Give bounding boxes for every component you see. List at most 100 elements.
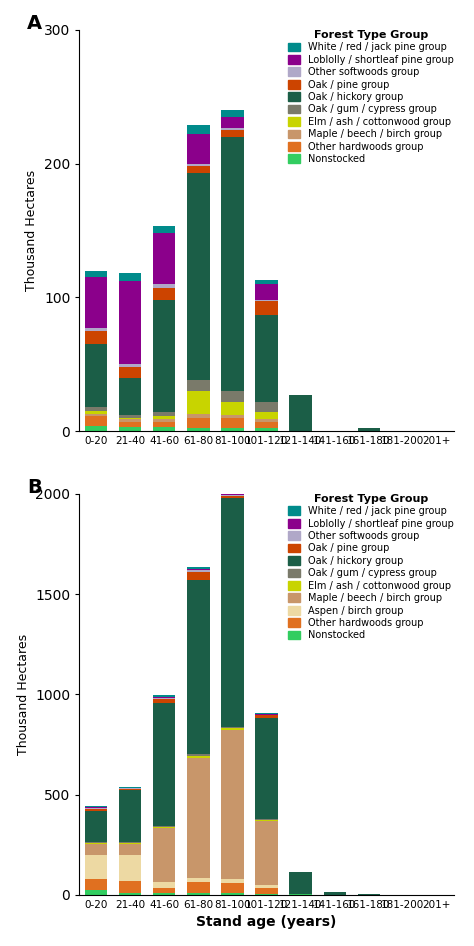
Bar <box>187 125 210 134</box>
Bar <box>221 429 244 431</box>
Bar <box>85 277 108 328</box>
Bar <box>255 419 278 422</box>
Bar <box>85 890 108 895</box>
Bar <box>221 116 244 128</box>
Text: A: A <box>27 14 42 33</box>
Bar <box>85 328 108 331</box>
Y-axis label: Thousand Hectares: Thousand Hectares <box>26 170 38 291</box>
Bar <box>187 413 210 417</box>
Bar <box>187 569 210 571</box>
Bar <box>119 893 141 895</box>
Bar <box>255 429 278 431</box>
Bar <box>221 893 244 895</box>
Bar <box>221 879 244 883</box>
Bar <box>85 811 108 842</box>
Bar <box>187 164 210 166</box>
Bar <box>187 567 210 569</box>
Legend: White / red / jack pine group, Loblolly / shortleaf pine group, Other softwoods : White / red / jack pine group, Loblolly … <box>284 26 457 168</box>
Bar <box>154 694 175 696</box>
Bar <box>119 422 141 427</box>
Bar <box>187 429 210 431</box>
Bar <box>85 808 108 809</box>
Bar <box>119 789 141 790</box>
Bar <box>255 718 278 818</box>
Bar <box>119 364 141 367</box>
Bar <box>85 411 108 413</box>
Bar <box>85 844 108 855</box>
Bar <box>85 271 108 277</box>
Bar <box>85 426 108 431</box>
Bar <box>85 855 108 879</box>
Bar <box>154 419 175 422</box>
Bar <box>255 300 278 302</box>
Bar <box>221 494 244 496</box>
Bar <box>187 166 210 173</box>
Bar <box>85 413 108 416</box>
Bar <box>290 872 311 894</box>
Bar <box>85 879 108 890</box>
Bar <box>85 407 108 411</box>
Bar <box>290 394 311 431</box>
Bar <box>324 892 346 895</box>
Bar <box>187 173 210 380</box>
Bar <box>154 893 175 895</box>
Bar <box>187 758 210 878</box>
Bar <box>221 402 244 415</box>
Bar <box>221 128 244 131</box>
Bar <box>154 827 175 828</box>
Bar <box>221 496 244 497</box>
Bar <box>255 818 278 820</box>
Bar <box>85 416 108 426</box>
Bar <box>255 284 278 300</box>
Bar <box>119 842 141 843</box>
Bar <box>154 427 175 431</box>
Bar <box>187 893 210 895</box>
Bar <box>221 137 244 391</box>
Bar <box>85 344 108 407</box>
Bar <box>154 703 175 826</box>
Bar <box>154 697 175 699</box>
Bar <box>119 273 141 281</box>
Bar <box>119 377 141 415</box>
Bar <box>221 728 244 730</box>
Bar <box>221 497 244 499</box>
Bar <box>85 809 108 811</box>
Bar <box>85 806 108 807</box>
Bar <box>154 828 175 883</box>
Bar <box>221 131 244 137</box>
Bar <box>119 427 141 431</box>
Bar <box>255 280 278 284</box>
Bar <box>154 288 175 300</box>
Bar <box>187 571 210 580</box>
Bar <box>255 302 278 315</box>
Bar <box>255 888 278 894</box>
Bar <box>154 826 175 827</box>
Bar <box>221 730 244 879</box>
Bar <box>221 391 244 402</box>
Bar <box>154 422 175 427</box>
Bar <box>255 894 278 895</box>
Bar <box>154 699 175 703</box>
Bar <box>119 417 141 419</box>
Bar <box>255 412 278 419</box>
Bar <box>154 416 175 419</box>
Text: B: B <box>27 478 42 497</box>
Bar <box>255 315 278 402</box>
Bar <box>154 412 175 416</box>
Bar <box>357 429 380 431</box>
Bar <box>187 883 210 893</box>
Bar <box>119 844 141 855</box>
Bar <box>119 843 141 844</box>
Bar <box>255 885 278 888</box>
Legend: White / red / jack pine group, Loblolly / shortleaf pine group, Other softwoods : White / red / jack pine group, Loblolly … <box>284 490 457 644</box>
Bar <box>85 842 108 843</box>
Bar <box>187 878 210 883</box>
Bar <box>221 492 244 494</box>
Bar <box>154 300 175 412</box>
Bar <box>154 226 175 233</box>
Bar <box>119 787 141 788</box>
Bar <box>119 855 141 882</box>
X-axis label: Stand age (years): Stand age (years) <box>196 916 337 929</box>
Bar <box>221 110 244 116</box>
Bar <box>221 417 244 429</box>
